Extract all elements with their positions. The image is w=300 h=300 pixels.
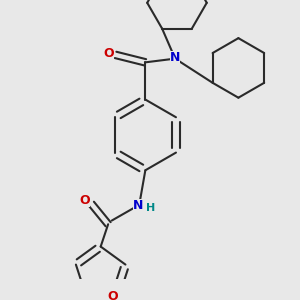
Text: O: O xyxy=(107,290,118,300)
Text: N: N xyxy=(170,51,180,64)
Text: N: N xyxy=(133,199,143,212)
Text: H: H xyxy=(146,203,156,213)
Text: O: O xyxy=(104,46,114,59)
Text: O: O xyxy=(80,194,90,208)
